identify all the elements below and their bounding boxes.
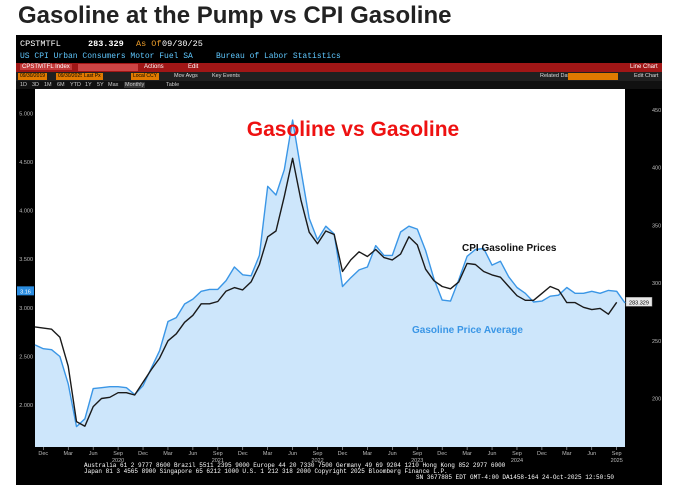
x-axis-tick-label: Sep: [412, 451, 422, 457]
table-button[interactable]: Table: [166, 82, 180, 88]
edit-menu[interactable]: Edit: [188, 64, 199, 70]
chart-toolbar: 09/30/2019 09/30/2025 Last Px Local CCY …: [16, 72, 662, 81]
pump-price-area: [35, 120, 625, 447]
right-axis-tick: 200: [652, 396, 661, 402]
left-axis-tick: 4.500: [19, 160, 33, 166]
ticker-symbol: CPSTMTFL: [20, 39, 61, 49]
left-axis-tick: 2.500: [19, 355, 33, 361]
x-axis-tick-label: Jun: [89, 451, 98, 457]
mov-avgs-toggle[interactable]: Mov Avgs: [174, 73, 198, 79]
table-dropdown[interactable]: [568, 73, 618, 80]
price-field[interactable]: Last Px: [82, 73, 103, 80]
x-axis-tick-label: Sep: [313, 451, 323, 457]
x-axis-tick-label: Dec: [238, 451, 248, 457]
x-axis-tick-label: Mar: [562, 451, 572, 457]
start-date-field[interactable]: 09/30/2019: [18, 73, 48, 80]
x-axis-tick-label: Jun: [288, 451, 297, 457]
right-value-badge: [625, 297, 653, 307]
x-axis-tick-label: Dec: [138, 451, 148, 457]
pump-annotation: Gasoline Price Average: [412, 325, 523, 336]
function-bar: CPSTMTFL Index Actions Edit Line Chart: [16, 63, 662, 72]
x-axis-tick-label: Sep: [612, 451, 622, 457]
x-axis-tick-label: Sep: [213, 451, 223, 457]
x-axis-tick-label: Mar: [63, 451, 73, 457]
left-axis-tick: 2.000: [19, 403, 33, 409]
ticker-index-field[interactable]: CPSTMTFL Index: [20, 64, 72, 70]
x-axis-tick-label: Jun: [388, 451, 397, 457]
x-axis-tick-label: Dec: [38, 451, 48, 457]
left-axis-tick: 4.000: [19, 209, 33, 215]
cpi-gasoline-line: [34, 157, 618, 427]
page-title: Gasoline at the Pump vs CPI Gasoline: [18, 2, 452, 29]
as-of-date: 09/30/25: [162, 39, 203, 49]
x-axis-tick-label: Jun: [488, 451, 497, 457]
x-axis-year-label: 2022: [311, 458, 323, 464]
range-max[interactable]: Max: [108, 82, 119, 88]
x-axis-tick-label: Mar: [363, 451, 373, 457]
x-axis-tick-label: Mar: [263, 451, 273, 457]
x-axis-year-label: 2020: [112, 458, 124, 464]
left-axis-tick: 3.000: [19, 306, 33, 312]
range-5y[interactable]: 5Y: [97, 82, 104, 88]
ticker-dropdown[interactable]: [78, 64, 138, 71]
left-value-badge-text: 3.16: [20, 289, 31, 295]
range-ytd[interactable]: YTD: [70, 82, 81, 88]
key-events-toggle[interactable]: Key Events: [212, 73, 240, 79]
x-axis-tick-label: Dec: [537, 451, 547, 457]
end-date-field[interactable]: 09/30/2025: [56, 73, 86, 80]
last-value: 283.329: [88, 39, 124, 49]
currency-field[interactable]: Local CCY: [131, 73, 159, 80]
range-selector: 1D 3D 1M 6M YTD 1Y 5Y Max Monthly Table: [16, 81, 662, 89]
x-axis-year-label: 2021: [212, 458, 224, 464]
x-axis-year-label: 2025: [611, 458, 623, 464]
right-axis-tick: 250: [652, 339, 661, 345]
range-1d[interactable]: 1D: [20, 82, 28, 88]
data-source: Bureau of Labor Statistics: [216, 52, 341, 61]
x-axis-tick-label: Jun: [587, 451, 596, 457]
footer-line-1: Australia 61 2 9777 8600 Brazil 5511 239…: [84, 462, 506, 469]
right-axis-tick: 400: [652, 166, 661, 172]
series-description: US CPI Urban Consumers Motor Fuel SA: [20, 52, 193, 61]
range-1y[interactable]: 1Y: [85, 82, 92, 88]
footer-line-2: Japan 81 3 4565 8900 Singapore 65 6212 1…: [84, 468, 448, 475]
as-of-label: As Of: [136, 39, 162, 49]
right-axis-tick: 450: [652, 108, 661, 114]
right-value-badge-text: 283.329: [629, 300, 649, 306]
right-axis-tick: 300: [652, 281, 661, 287]
actions-menu[interactable]: Actions: [144, 64, 164, 70]
chart-type-label: Line Chart: [630, 64, 658, 70]
footer-line-3: SN 3677885 EDT GMT-4:00 DA1458-164 24-Oc…: [416, 474, 615, 481]
x-axis-tick-label: Dec: [437, 451, 447, 457]
footer-contacts: Australia 61 2 9777 8600 Brazil 5511 239…: [16, 461, 662, 485]
x-axis-tick-label: Jun: [188, 451, 197, 457]
related-data-link[interactable]: Related Dat: [540, 73, 570, 79]
left-axis-tick: 3.500: [19, 257, 33, 263]
ticker-header: CPSTMTFL 283.329 As Of 09/30/25: [16, 35, 662, 51]
cpi-annotation: CPI Gasoline Prices: [462, 243, 557, 254]
x-axis-tick-label: Mar: [163, 451, 173, 457]
range-6m[interactable]: 6M: [57, 82, 65, 88]
left-value-badge: [17, 286, 34, 296]
range-3d[interactable]: 3D: [32, 82, 40, 88]
x-axis-tick-label: Dec: [338, 451, 348, 457]
x-axis-year-label: 2023: [411, 458, 423, 464]
right-axis-tick: 350: [652, 223, 661, 229]
x-axis-tick-label: Sep: [512, 451, 522, 457]
edit-chart-button[interactable]: Edit Chart: [634, 73, 659, 79]
chart-title: Gasoline vs Gasoline: [247, 118, 459, 141]
x-axis-tick-label: Sep: [113, 451, 123, 457]
series-description-row: US CPI Urban Consumers Motor Fuel SA Bur…: [16, 51, 662, 63]
left-axis-tick: 5.000: [19, 111, 33, 117]
pump-price-line: [34, 119, 626, 428]
range-1m[interactable]: 1M: [44, 82, 52, 88]
frequency-dropdown[interactable]: Monthly: [124, 82, 146, 88]
x-axis-tick-label: Mar: [462, 451, 472, 457]
x-axis-year-label: 2024: [511, 458, 523, 464]
